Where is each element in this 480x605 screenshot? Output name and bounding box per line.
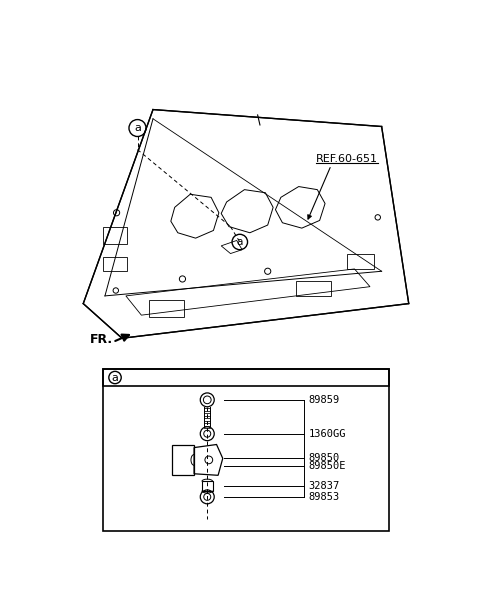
Text: a: a (111, 373, 119, 382)
Bar (103, 227, 127, 244)
Text: 89850: 89850 (309, 453, 340, 463)
Text: 32837: 32837 (309, 481, 340, 491)
Text: 1360GG: 1360GG (309, 429, 346, 439)
Bar (149, 299, 184, 316)
Bar (103, 257, 127, 271)
Text: FR.: FR. (89, 333, 113, 345)
Text: 89850E: 89850E (309, 461, 346, 471)
Bar (347, 253, 374, 269)
Bar (296, 281, 331, 296)
Bar (172, 445, 194, 476)
Text: REF.60-651: REF.60-651 (316, 154, 378, 164)
Text: a: a (237, 237, 243, 247)
Text: a: a (134, 123, 141, 133)
Bar (103, 369, 389, 531)
Bar (103, 369, 389, 386)
Text: 89859: 89859 (309, 395, 340, 405)
Text: 89853: 89853 (309, 492, 340, 502)
Bar (202, 482, 213, 491)
